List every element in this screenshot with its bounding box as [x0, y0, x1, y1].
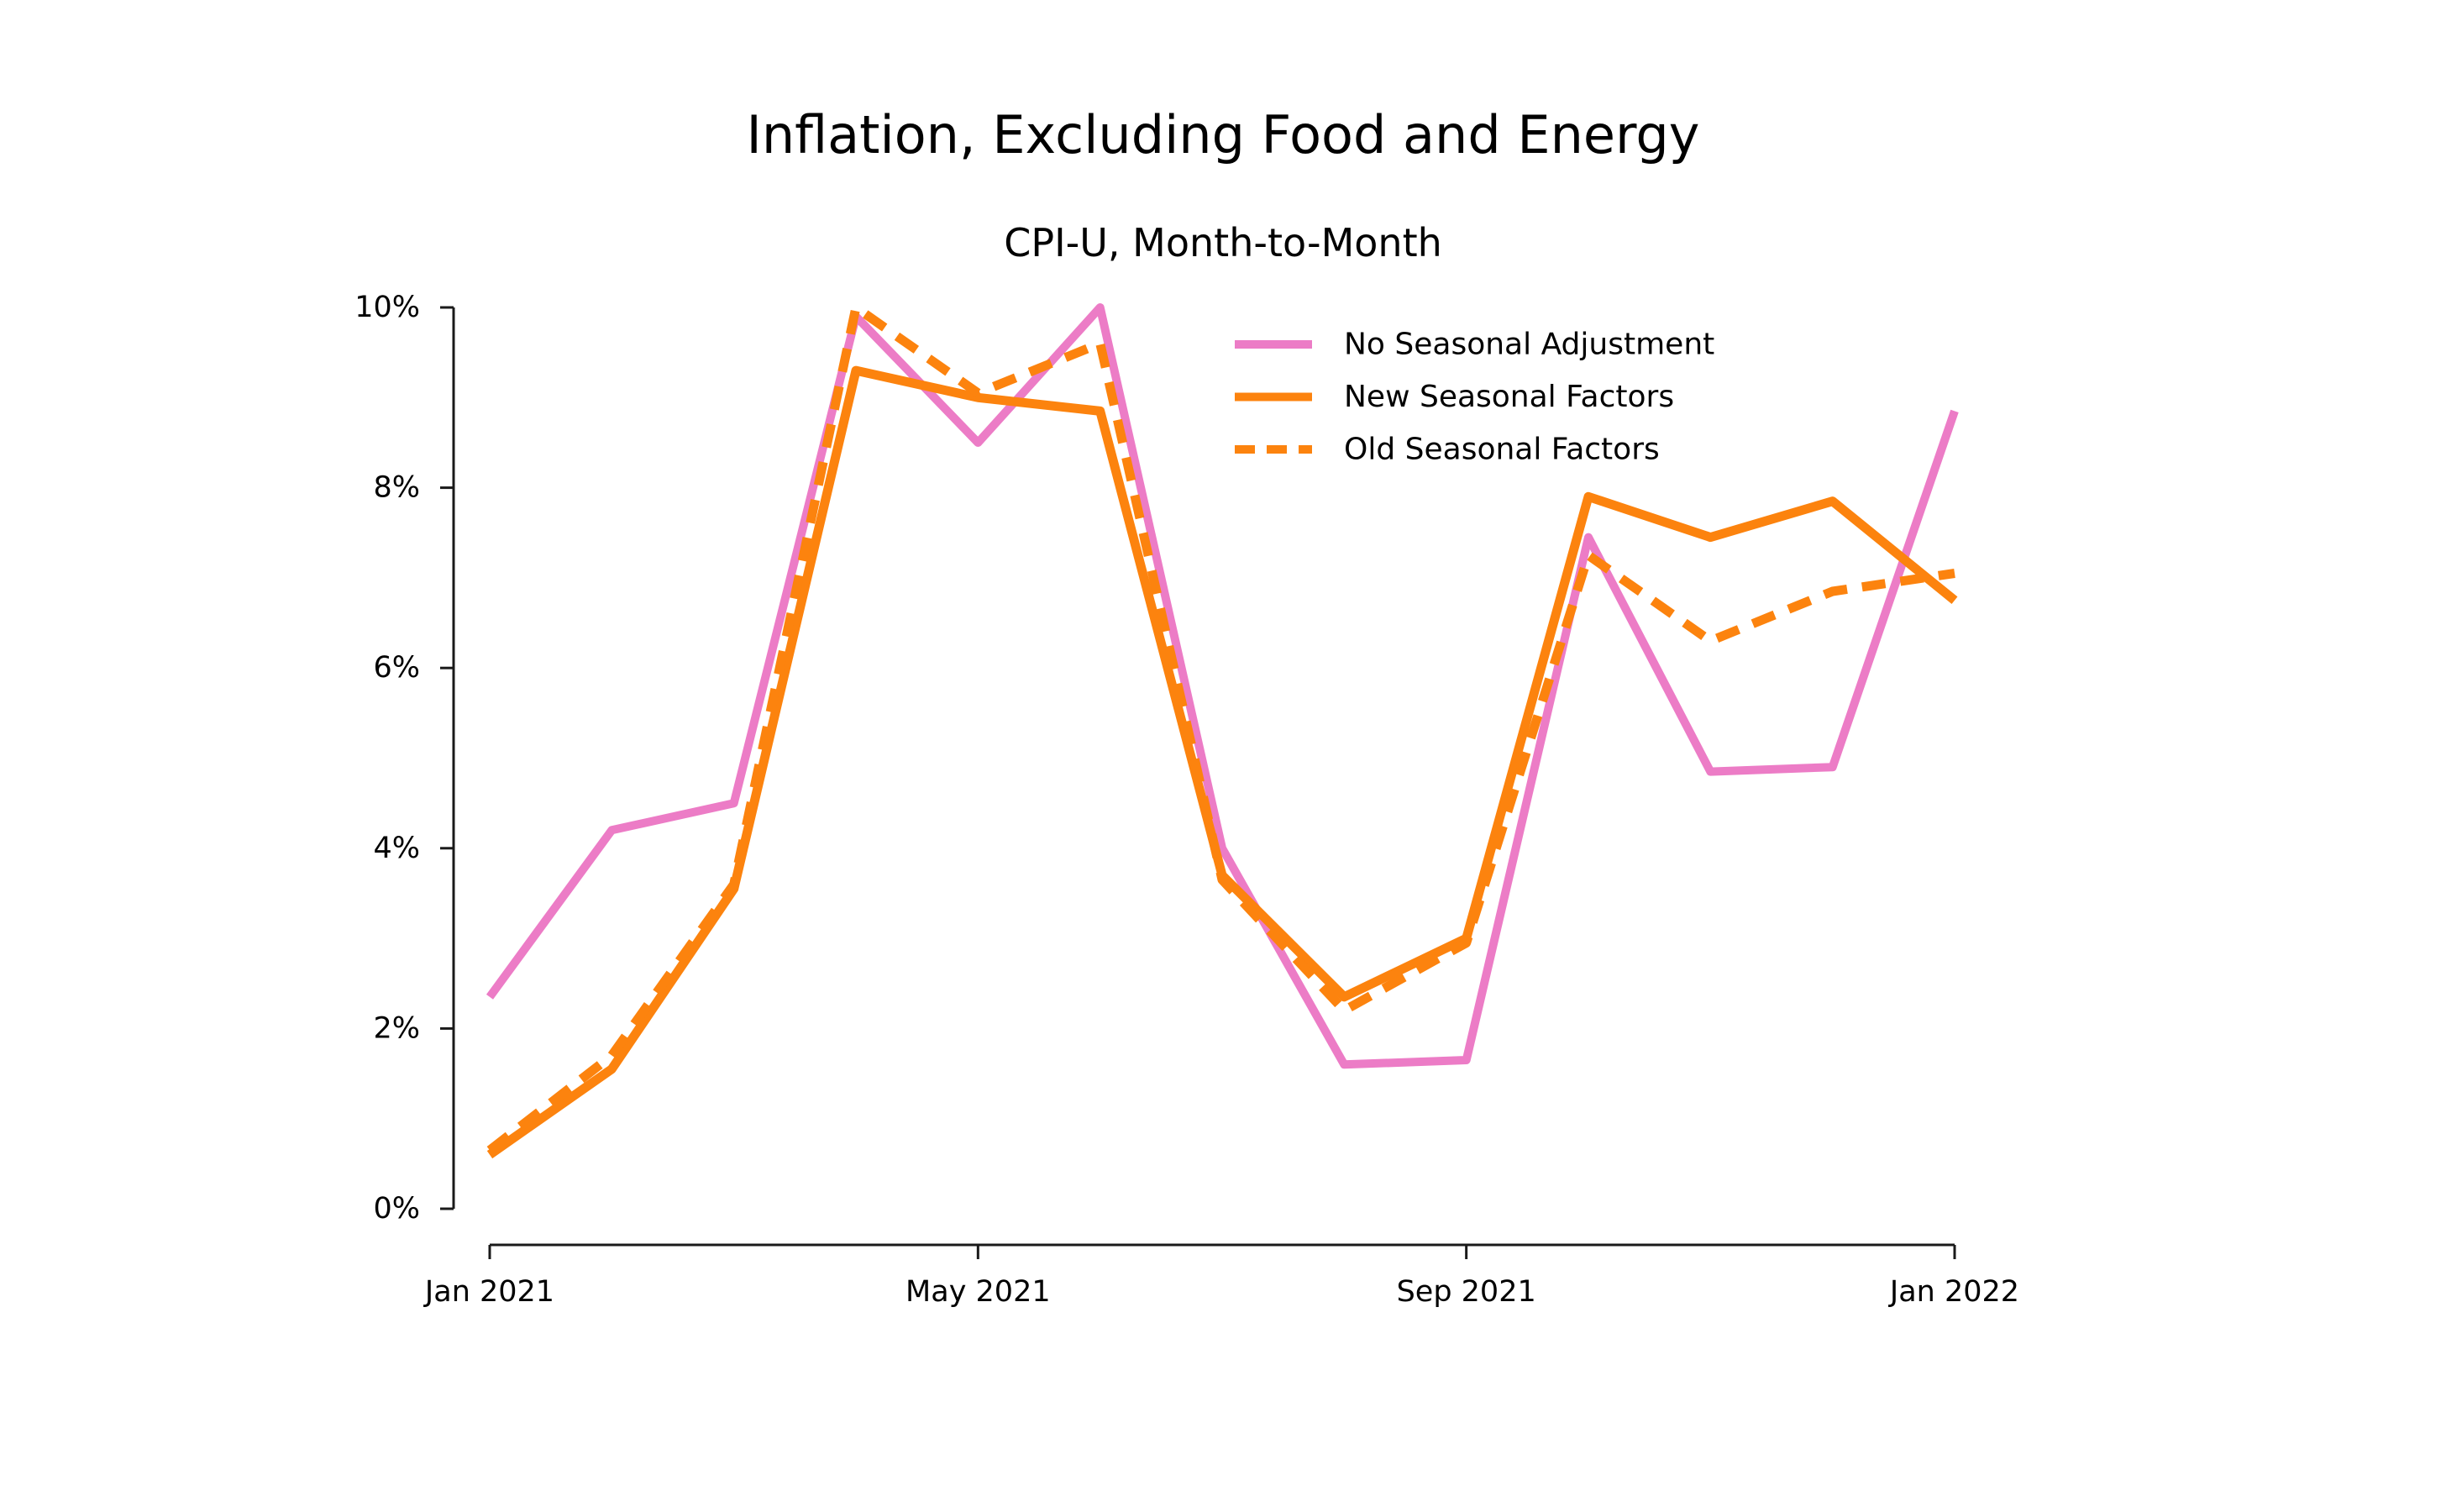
axes: 0% 2% 4% 6% 8% 10% Jan 2021 May 2021 Sep 2021 Jan…: [354, 291, 2019, 1309]
y-tick-label: 8%: [373, 471, 420, 505]
legend-label-no-seasonal-adjustment: No Seasonal Adjustment: [1344, 328, 1714, 362]
y-tick-label: 0%: [373, 1192, 420, 1226]
x-tick-label: Sep 2021: [1397, 1275, 1536, 1309]
x-tick-label: May 2021: [905, 1275, 1051, 1309]
series-line-new-seasonal-factors: [486, 365, 1958, 1159]
plot-lines: [486, 302, 1959, 1159]
y-tick-label: 2%: [373, 1011, 420, 1045]
x-tick-label: Jan 2022: [1888, 1275, 2019, 1309]
series-line-no-seasonal-adjustment: [486, 303, 1959, 1069]
legend: No Seasonal Adjustment New Seasonal Facto…: [1235, 328, 1714, 467]
x-tick-label: Jan 2021: [423, 1275, 554, 1309]
y-tick-label: 6%: [373, 651, 420, 685]
series-line-old-seasonal-factors: [486, 302, 1955, 1154]
legend-label-new-seasonal-factors: New Seasonal Factors: [1344, 380, 1674, 414]
chart-subtitle: CPI-U, Month-to-Month: [1004, 220, 1442, 265]
y-tick-label: 10%: [354, 291, 420, 324]
legend-label-old-seasonal-factors: Old Seasonal Factors: [1344, 433, 1660, 467]
y-tick-label: 4%: [373, 832, 420, 865]
chart-title: Inflation, Excluding Food and Energy: [747, 104, 1700, 165]
